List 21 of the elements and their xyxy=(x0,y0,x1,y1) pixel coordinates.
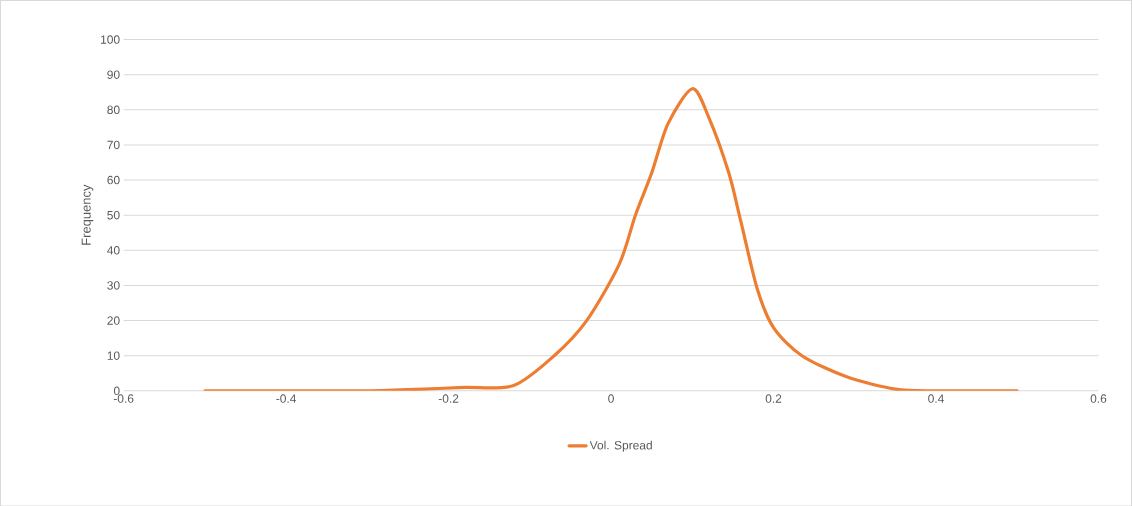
y-tick-label: 100 xyxy=(101,35,120,44)
y-tick-label: 70 xyxy=(107,140,120,149)
y-tick-label: 80 xyxy=(107,105,120,114)
y-tick-label: 20 xyxy=(107,316,120,325)
x-tick-label: 0.4 xyxy=(928,394,944,403)
y-tick-label: 90 xyxy=(107,70,120,79)
y-tick-label: 60 xyxy=(107,175,120,185)
x-tick-label: -0.4 xyxy=(276,394,297,403)
x-tick-label: 0 xyxy=(608,394,614,403)
y-tick-label: 10 xyxy=(107,351,120,360)
x-tick-label: -0.6 xyxy=(113,394,134,403)
line-series xyxy=(203,86,1019,391)
y-tick-label: 0 xyxy=(113,386,120,395)
y-tick-label: 40 xyxy=(107,245,120,255)
x-tick-label: 0.2 xyxy=(765,394,782,403)
legend-label: Vol. Spread xyxy=(589,440,652,452)
y-tick-label: 30 xyxy=(107,281,120,290)
x-tick-label: -0.2 xyxy=(438,394,459,403)
y-axis-title: Frequency xyxy=(81,184,94,245)
x-tick-label: 0.6 xyxy=(1090,394,1107,403)
y-tick-label: 50 xyxy=(107,210,120,220)
